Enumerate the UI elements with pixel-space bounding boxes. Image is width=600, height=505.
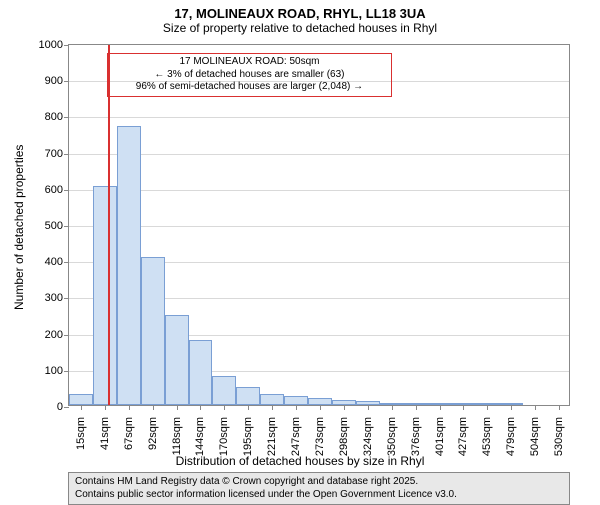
xtick-label: 350sqm bbox=[386, 417, 398, 456]
xtick-mark bbox=[559, 405, 560, 410]
ytick-label: 1000 bbox=[39, 39, 63, 51]
histogram-bar bbox=[189, 340, 213, 405]
xtick-label: 15sqm bbox=[75, 417, 87, 450]
xtick-mark bbox=[368, 405, 369, 410]
histogram-bar bbox=[236, 387, 260, 405]
ytick-mark bbox=[64, 262, 69, 263]
xtick-mark bbox=[511, 405, 512, 410]
xtick-label: 298sqm bbox=[338, 417, 350, 456]
subtitle: Size of property relative to detached ho… bbox=[0, 21, 600, 35]
xtick-label: 273sqm bbox=[314, 417, 326, 456]
ytick-label: 100 bbox=[45, 365, 63, 377]
xtick-mark bbox=[248, 405, 249, 410]
ytick-label: 600 bbox=[45, 184, 63, 196]
ytick-mark bbox=[64, 117, 69, 118]
ytick-label: 300 bbox=[45, 292, 63, 304]
xtick-mark bbox=[320, 405, 321, 410]
xtick-label: 195sqm bbox=[242, 417, 254, 456]
ytick-mark bbox=[64, 407, 69, 408]
ytick-label: 0 bbox=[57, 401, 63, 413]
xtick-label: 92sqm bbox=[147, 417, 159, 450]
x-axis-title: Distribution of detached houses by size … bbox=[0, 454, 600, 468]
ytick-mark bbox=[64, 335, 69, 336]
ytick-mark bbox=[64, 154, 69, 155]
xtick-label: 376sqm bbox=[410, 417, 422, 456]
annotation-line: 17 MOLINEAUX ROAD: 50sqm bbox=[114, 56, 384, 69]
ytick-label: 800 bbox=[45, 111, 63, 123]
histogram-bar bbox=[69, 394, 93, 405]
xtick-mark bbox=[177, 405, 178, 410]
xtick-mark bbox=[344, 405, 345, 410]
xtick-label: 41sqm bbox=[99, 417, 111, 450]
xtick-mark bbox=[463, 405, 464, 410]
ytick-mark bbox=[64, 226, 69, 227]
ytick-label: 500 bbox=[45, 220, 63, 232]
annotation-line: ← 3% of detached houses are smaller (63) bbox=[114, 69, 384, 82]
xtick-mark bbox=[416, 405, 417, 410]
histogram-bar bbox=[117, 126, 141, 405]
xtick-mark bbox=[129, 405, 130, 410]
histogram-bar bbox=[141, 257, 165, 405]
xtick-mark bbox=[81, 405, 82, 410]
xtick-label: 401sqm bbox=[434, 417, 446, 456]
y-axis-title: Number of detached properties bbox=[12, 145, 26, 310]
ytick-mark bbox=[64, 81, 69, 82]
property-marker-line bbox=[108, 45, 110, 405]
xtick-mark bbox=[153, 405, 154, 410]
histogram-bar bbox=[260, 394, 284, 405]
histogram-bar bbox=[165, 315, 189, 406]
xtick-label: 247sqm bbox=[290, 417, 302, 456]
xtick-mark bbox=[392, 405, 393, 410]
annotation-box: 17 MOLINEAUX ROAD: 50sqm← 3% of detached… bbox=[107, 53, 391, 97]
xtick-mark bbox=[272, 405, 273, 410]
ytick-mark bbox=[64, 371, 69, 372]
xtick-label: 324sqm bbox=[362, 417, 374, 456]
title-block: 17, MOLINEAUX ROAD, RHYL, LL18 3UA Size … bbox=[0, 0, 600, 35]
xtick-label: 504sqm bbox=[529, 417, 541, 456]
ytick-label: 700 bbox=[45, 148, 63, 160]
xtick-label: 144sqm bbox=[194, 417, 206, 456]
ytick-label: 900 bbox=[45, 75, 63, 87]
xtick-label: 453sqm bbox=[481, 417, 493, 456]
xtick-label: 479sqm bbox=[505, 417, 517, 456]
histogram-bar bbox=[284, 396, 308, 405]
gridline bbox=[69, 117, 569, 118]
xtick-label: 221sqm bbox=[266, 417, 278, 456]
ytick-mark bbox=[64, 45, 69, 46]
gridline bbox=[69, 226, 569, 227]
xtick-label: 530sqm bbox=[553, 417, 565, 456]
xtick-label: 67sqm bbox=[123, 417, 135, 450]
xtick-label: 118sqm bbox=[171, 417, 183, 455]
xtick-mark bbox=[535, 405, 536, 410]
histogram-bar bbox=[212, 376, 236, 405]
ytick-label: 400 bbox=[45, 256, 63, 268]
main-title: 17, MOLINEAUX ROAD, RHYL, LL18 3UA bbox=[0, 6, 600, 21]
xtick-mark bbox=[296, 405, 297, 410]
ytick-label: 200 bbox=[45, 329, 63, 341]
footer-line1: Contains HM Land Registry data © Crown c… bbox=[75, 476, 563, 489]
xtick-mark bbox=[440, 405, 441, 410]
annotation-line: 96% of semi-detached houses are larger (… bbox=[114, 81, 384, 94]
gridline bbox=[69, 190, 569, 191]
histogram-bar bbox=[93, 186, 117, 405]
gridline bbox=[69, 154, 569, 155]
xtick-label: 170sqm bbox=[218, 417, 230, 456]
ytick-mark bbox=[64, 190, 69, 191]
xtick-mark bbox=[200, 405, 201, 410]
xtick-label: 427sqm bbox=[457, 417, 469, 456]
xtick-mark bbox=[224, 405, 225, 410]
xtick-mark bbox=[487, 405, 488, 410]
ytick-mark bbox=[64, 298, 69, 299]
chart-area: 0100200300400500600700800900100015sqm41s… bbox=[68, 44, 570, 406]
footer-attribution: Contains HM Land Registry data © Crown c… bbox=[68, 472, 570, 505]
xtick-mark bbox=[105, 405, 106, 410]
footer-line2: Contains public sector information licen… bbox=[75, 489, 563, 502]
